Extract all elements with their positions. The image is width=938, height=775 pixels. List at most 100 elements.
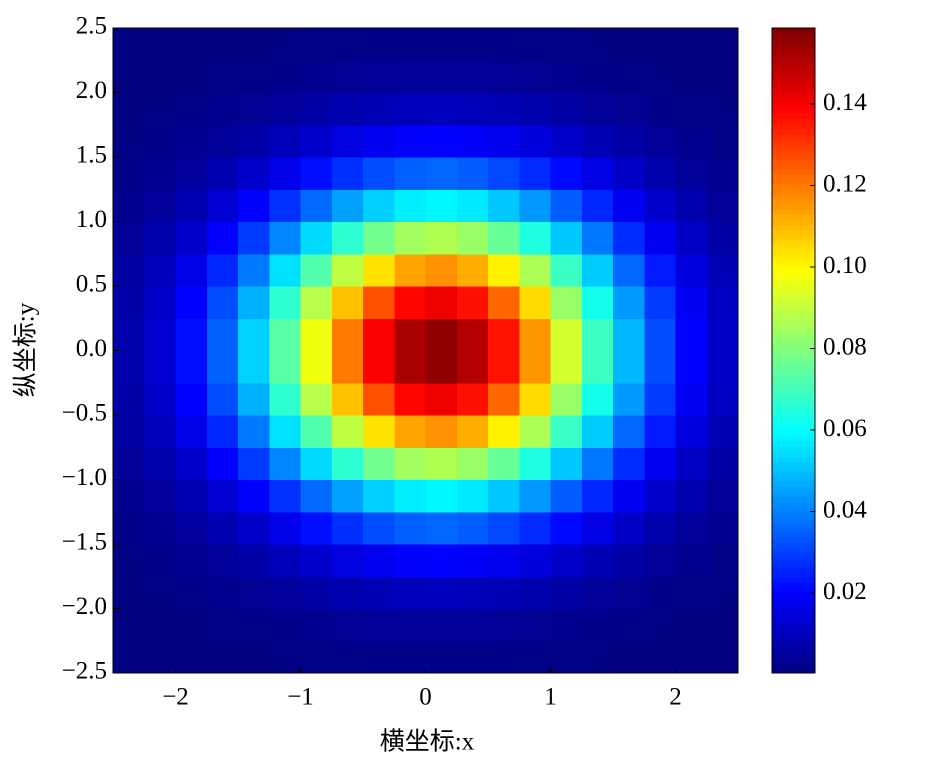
heat-cell <box>113 124 145 158</box>
heat-cell <box>581 511 614 545</box>
heat-cell <box>113 60 145 93</box>
heat-cell <box>613 640 645 674</box>
heat-cell <box>581 608 614 642</box>
colorbar-segment <box>772 249 815 256</box>
heat-cell <box>488 189 520 222</box>
colorbar-segment <box>772 602 815 608</box>
heat-cell <box>425 479 458 513</box>
heat-cell <box>206 415 239 448</box>
heat-cell <box>269 60 301 93</box>
heat-cell <box>519 511 551 545</box>
colorbar-segment <box>772 456 815 462</box>
colorbar-segment <box>772 441 815 447</box>
heat-cell <box>144 382 176 416</box>
heat-cell <box>488 511 520 545</box>
colorbar-segment <box>772 557 815 563</box>
colorbar-segment <box>772 632 815 639</box>
heat-cell <box>706 415 739 448</box>
heat-cell <box>175 447 208 480</box>
x-tick-label: −1 <box>287 684 314 711</box>
heat-cell <box>363 92 395 126</box>
colorbar-segment <box>772 169 815 175</box>
heat-cell <box>206 92 239 126</box>
heat-cell <box>706 576 739 609</box>
heat-cell <box>519 253 551 287</box>
colorbar-segment <box>772 58 815 64</box>
heat-cell <box>331 286 364 319</box>
heat-cell <box>175 479 208 513</box>
heat-cell <box>488 350 520 384</box>
x-axis-label: 横坐标:x <box>380 728 475 756</box>
heat-cell <box>550 286 583 319</box>
heat-cell <box>488 157 520 190</box>
heat-cell <box>488 479 520 513</box>
colorbar-segment <box>772 38 815 44</box>
heat-cell <box>175 157 208 190</box>
heat-cell <box>456 28 489 61</box>
heat-cell <box>425 157 458 190</box>
heat-cell <box>644 447 676 480</box>
heat-cell <box>269 447 301 480</box>
colorbar-segment <box>772 335 815 341</box>
heat-cell <box>644 253 676 287</box>
heat-cell <box>113 544 145 577</box>
colorbar-segment <box>772 531 815 538</box>
heat-cell <box>519 415 551 448</box>
heat-cell <box>488 60 520 93</box>
heat-cell <box>363 124 395 158</box>
heat-cell <box>175 92 208 126</box>
colorbar-segment <box>772 426 815 432</box>
heat-cell <box>144 576 176 609</box>
colorbar-segment <box>772 274 815 281</box>
colorbar-segment <box>772 209 815 215</box>
heat-cell <box>113 415 145 448</box>
heat-cell <box>613 382 645 416</box>
heat-cell <box>144 479 176 513</box>
heat-cell <box>644 382 676 416</box>
heat-cell <box>238 318 270 351</box>
colorbar-segment <box>772 279 815 286</box>
heat-cell <box>675 318 708 351</box>
colorbar-segment <box>772 410 815 417</box>
heat-cell <box>550 576 583 609</box>
colorbar-segment <box>772 612 815 619</box>
heat-cell <box>175 511 208 545</box>
heat-cell <box>613 350 645 384</box>
colorbar-segment <box>772 380 815 387</box>
heat-cell <box>550 447 583 480</box>
heat-cell <box>675 221 708 255</box>
heat-cell <box>238 511 270 545</box>
heat-cell <box>519 640 551 674</box>
heat-cell <box>144 350 176 384</box>
colorbar-segment <box>772 466 815 472</box>
heat-cell <box>300 640 333 674</box>
heat-cell <box>269 511 301 545</box>
heat-cell <box>425 382 458 416</box>
heat-cell <box>675 447 708 480</box>
heat-cell <box>425 350 458 384</box>
heat-cell <box>175 415 208 448</box>
heat-cell <box>269 350 301 384</box>
heat-cell <box>394 511 426 545</box>
heat-cell <box>488 28 520 61</box>
heat-cell <box>144 318 176 351</box>
heat-cell <box>394 608 426 642</box>
heat-cell <box>456 221 489 255</box>
heat-cell <box>175 576 208 609</box>
heat-cell <box>644 60 676 93</box>
colorbar-segment <box>772 73 815 79</box>
heat-cell <box>113 447 145 480</box>
colorbar-segment <box>772 153 815 160</box>
heat-cell <box>456 511 489 545</box>
heat-cell <box>613 92 645 126</box>
heat-cell <box>269 92 301 126</box>
heat-cell <box>238 544 270 577</box>
colorbar-segment <box>772 63 815 69</box>
heat-cell <box>675 415 708 448</box>
heat-cell <box>238 608 270 642</box>
heat-cell <box>363 576 395 609</box>
heat-cell <box>644 124 676 158</box>
colorbar-segment <box>772 204 815 210</box>
heat-cell <box>113 92 145 126</box>
heat-cell <box>425 415 458 448</box>
